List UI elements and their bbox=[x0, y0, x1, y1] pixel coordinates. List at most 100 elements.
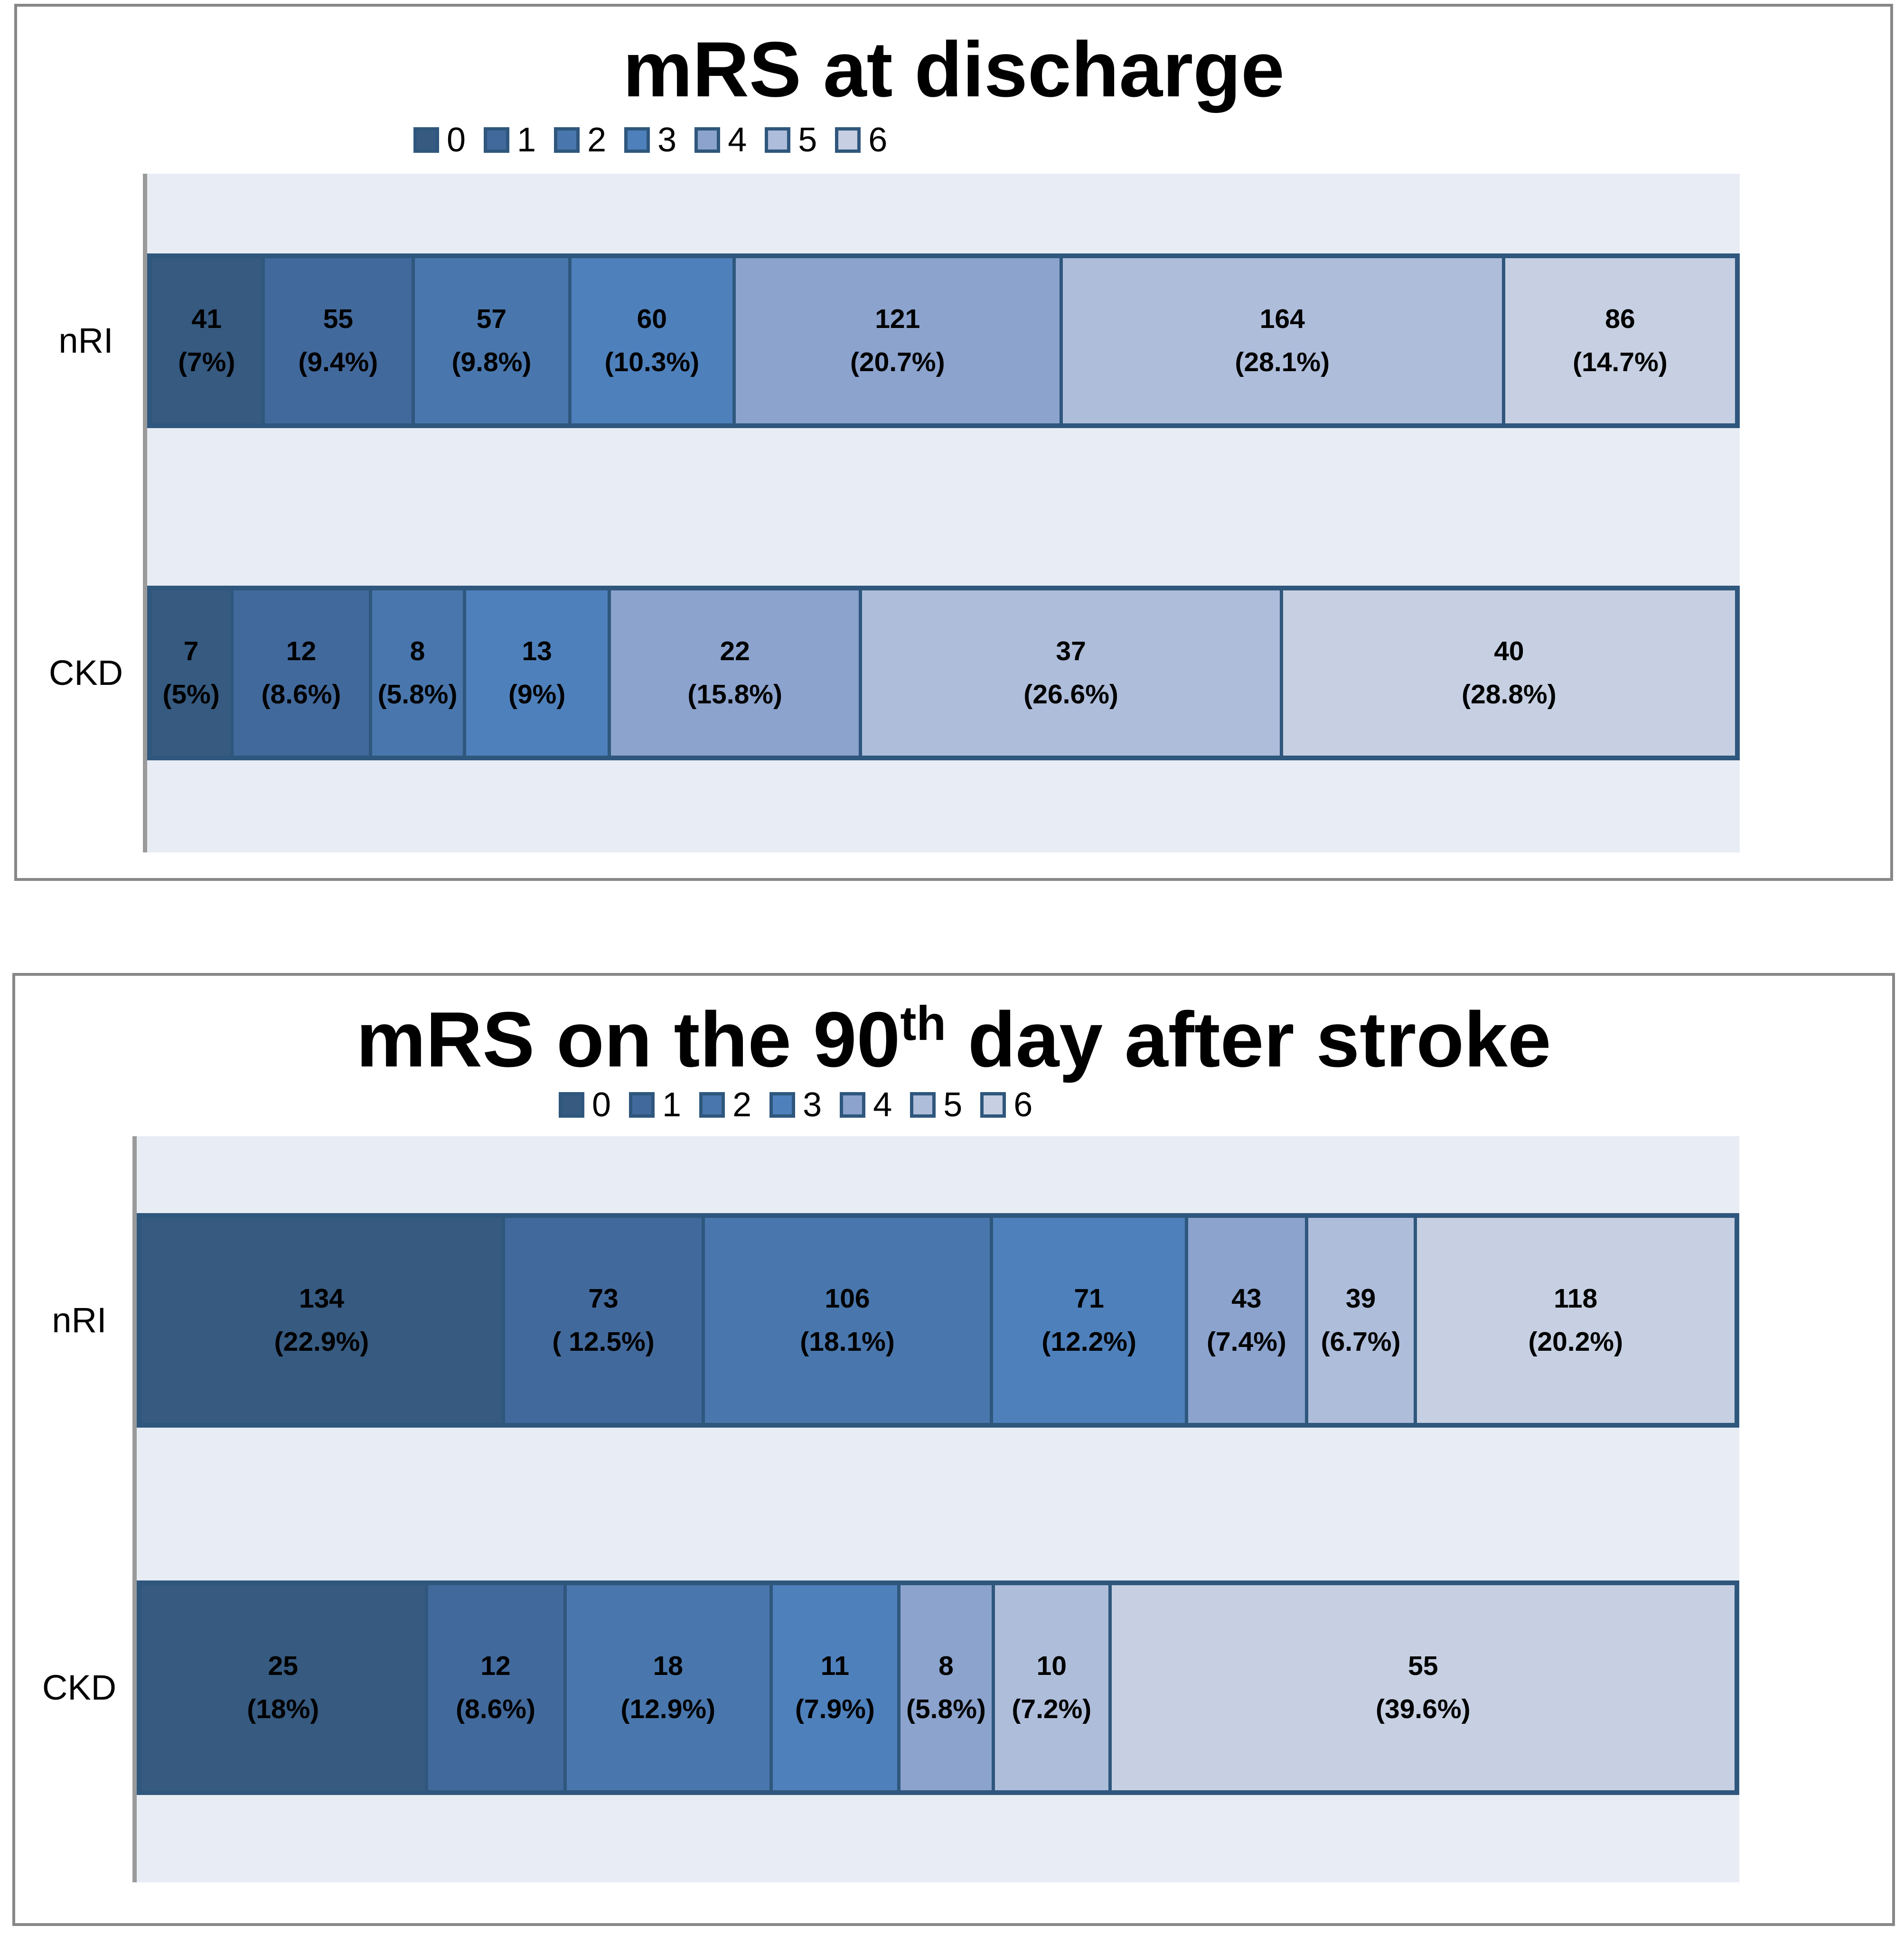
bar-segment-mrs-2: 8 (5.8%) bbox=[368, 590, 463, 756]
segment-count-label: 10 bbox=[1036, 1651, 1067, 1681]
bar-segment-mrs-3: 13 (9%) bbox=[463, 590, 608, 756]
segment-percent-label: ( 12.5%) bbox=[552, 1327, 655, 1357]
segment-count-label: 11 bbox=[820, 1651, 850, 1681]
legend-label: 2 bbox=[587, 121, 607, 159]
legend-swatch-icon bbox=[484, 127, 510, 153]
segment-percent-label: (20.7%) bbox=[850, 347, 945, 377]
legend-swatch-icon bbox=[835, 127, 861, 153]
legend-item-mrs-5: 5 bbox=[910, 1088, 962, 1122]
chart-title: mRS on the 90th day after stroke bbox=[15, 999, 1892, 1079]
segment-percent-label: (26.6%) bbox=[1023, 679, 1118, 710]
segment-percent-label: (18%) bbox=[247, 1694, 319, 1724]
bar-segment-mrs-5: 10 (7.2%) bbox=[992, 1585, 1108, 1790]
legend-swatch-icon bbox=[629, 1092, 655, 1118]
segment-percent-label: (6.7%) bbox=[1321, 1327, 1401, 1357]
legend-label: 2 bbox=[732, 1086, 752, 1124]
legend-label: 1 bbox=[517, 121, 536, 159]
segment-percent-label: (18.1%) bbox=[800, 1327, 895, 1357]
segment-percent-label: (5%) bbox=[162, 679, 220, 710]
segment-count-label: 22 bbox=[720, 636, 750, 666]
stacked-bar-nri: 41 (7%) 55 (9.4%) 57 (9.8%) 60 (10.3%) 121 (20.7%… bbox=[147, 253, 1740, 428]
legend-item-mrs-2: 2 bbox=[699, 1088, 751, 1122]
bar-segment-mrs-0: 25 (18%) bbox=[141, 1585, 425, 1790]
bar-segment-mrs-2: 57 (9.8%) bbox=[412, 258, 568, 423]
legend-label: 4 bbox=[873, 1086, 892, 1124]
bar-segment-mrs-0: 134 (22.9%) bbox=[141, 1218, 502, 1423]
segment-count-label: 71 bbox=[1074, 1283, 1104, 1314]
legend-swatch-icon bbox=[840, 1092, 866, 1118]
legend-label: 5 bbox=[943, 1086, 963, 1124]
legend-item-mrs-3: 3 bbox=[624, 123, 676, 157]
category-axis-line bbox=[143, 174, 147, 852]
segment-percent-label: (7.4%) bbox=[1206, 1327, 1286, 1357]
bar-segment-mrs-3: 60 (10.3%) bbox=[568, 258, 732, 423]
bar-segment-mrs-1: 55 (9.4%) bbox=[261, 258, 412, 423]
bar-segment-mrs-4: 8 (5.8%) bbox=[897, 1585, 992, 1790]
legend-swatch-icon bbox=[699, 1092, 725, 1118]
legend-swatch-icon bbox=[624, 127, 650, 153]
legend-item-mrs-5: 5 bbox=[765, 123, 817, 157]
segment-count-label: 37 bbox=[1056, 636, 1086, 666]
chart-title-superscript: th bbox=[900, 996, 946, 1050]
legend: 0 1 2 3 4 5 6 bbox=[559, 1088, 1032, 1122]
segment-percent-label: (20.2%) bbox=[1528, 1327, 1623, 1357]
segment-count-label: 121 bbox=[875, 304, 920, 334]
chart-title-text: mRS at discharge bbox=[623, 26, 1285, 113]
legend-swatch-icon bbox=[694, 127, 721, 153]
chart-title-text: mRS on the 90 bbox=[356, 996, 900, 1083]
segment-count-label: 60 bbox=[637, 304, 667, 334]
segment-percent-label: (5.8%) bbox=[906, 1694, 986, 1724]
bar-segment-mrs-6: 86 (14.7%) bbox=[1501, 258, 1735, 423]
segment-percent-label: (22.9%) bbox=[274, 1327, 369, 1357]
segment-percent-label: (9.8%) bbox=[451, 347, 532, 377]
segment-count-label: 18 bbox=[653, 1651, 683, 1681]
legend-item-mrs-2: 2 bbox=[554, 123, 606, 157]
legend-item-mrs-1: 1 bbox=[629, 1088, 681, 1122]
legend-item-mrs-6: 6 bbox=[835, 123, 887, 157]
segment-count-label: 40 bbox=[1494, 636, 1524, 666]
segment-percent-label: (12.2%) bbox=[1041, 1327, 1136, 1357]
segment-count-label: 73 bbox=[588, 1283, 619, 1314]
legend-swatch-icon bbox=[765, 127, 791, 153]
bar-segment-mrs-4: 43 (7.4%) bbox=[1185, 1218, 1305, 1423]
segment-percent-label: (8.6%) bbox=[261, 679, 341, 710]
bar-segment-mrs-0: 41 (7%) bbox=[152, 258, 262, 423]
segment-count-label: 7 bbox=[183, 636, 199, 666]
chart-title-text: day after stroke bbox=[946, 996, 1551, 1083]
bar-segment-mrs-6: 118 (20.2%) bbox=[1413, 1218, 1735, 1423]
segment-count-label: 57 bbox=[476, 304, 507, 334]
legend-item-mrs-1: 1 bbox=[484, 123, 536, 157]
segment-count-label: 13 bbox=[522, 636, 552, 666]
chart-title: mRS at discharge bbox=[17, 30, 1890, 109]
legend-label: 3 bbox=[657, 121, 677, 159]
bar-segment-mrs-6: 40 (28.8%) bbox=[1279, 590, 1735, 756]
segment-percent-label: (14.7%) bbox=[1573, 347, 1668, 377]
segment-count-label: 12 bbox=[480, 1651, 511, 1681]
category-axis-line bbox=[132, 1136, 137, 1882]
bar-segment-mrs-4: 121 (20.7%) bbox=[732, 258, 1060, 423]
bar-segment-mrs-0: 7 (5%) bbox=[152, 590, 231, 756]
bar-segment-mrs-1: 12 (8.6%) bbox=[424, 1585, 563, 1790]
legend-label: 3 bbox=[803, 1086, 822, 1124]
stacked-bar-ckd: 7 (5%) 12 (8.6%) 8 (5.8%) 13 (9%) 22 (15.8%) 37 (26… bbox=[147, 586, 1740, 760]
segment-count-label: 118 bbox=[1554, 1283, 1598, 1314]
legend-swatch-icon bbox=[554, 127, 580, 153]
legend-item-mrs-0: 0 bbox=[413, 123, 466, 157]
segment-count-label: 25 bbox=[268, 1651, 298, 1681]
bar-segment-mrs-4: 22 (15.8%) bbox=[607, 590, 859, 756]
legend: 0 1 2 3 4 5 6 bbox=[413, 123, 887, 157]
segment-count-label: 12 bbox=[286, 636, 317, 666]
segment-count-label: 164 bbox=[1259, 304, 1305, 334]
legend-label: 6 bbox=[868, 121, 888, 159]
segment-percent-label: (28.1%) bbox=[1235, 347, 1330, 377]
legend-label: 0 bbox=[447, 121, 466, 159]
legend-item-mrs-6: 6 bbox=[980, 1088, 1032, 1122]
legend-label: 5 bbox=[798, 121, 817, 159]
bar-segment-mrs-1: 12 (8.6%) bbox=[230, 590, 369, 756]
plot-area: 41 (7%) 55 (9.4%) 57 (9.8%) 60 (10.3%) 121 (20.7%… bbox=[147, 174, 1740, 852]
bar-segment-mrs-2: 18 (12.9%) bbox=[563, 1585, 770, 1790]
segment-count-label: 8 bbox=[938, 1651, 954, 1681]
